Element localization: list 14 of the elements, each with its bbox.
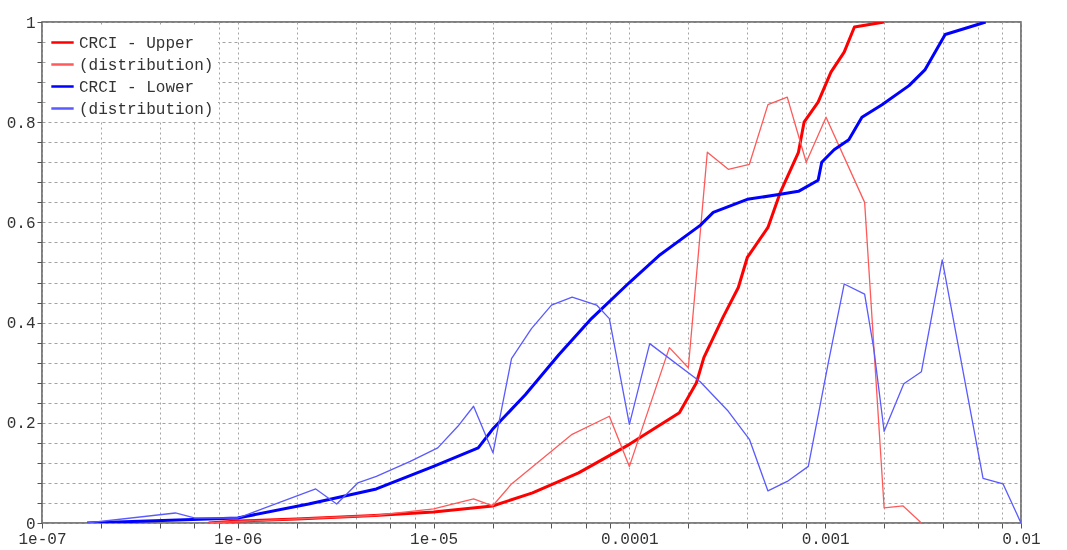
- legend-label: CRCI - Upper: [79, 34, 195, 53]
- x-tick-label: 0.0001: [601, 530, 659, 549]
- y-tick-label: 0.6: [6, 214, 36, 233]
- x-tick-label: 1e-06: [214, 530, 263, 549]
- x-tick-label: 0.001: [801, 530, 850, 549]
- legend-label: CRCI - Lower: [79, 78, 195, 97]
- y-tick-label: 1: [25, 14, 36, 33]
- legend-label: (distribution): [79, 56, 214, 75]
- y-tick-label: 0.2: [6, 415, 36, 434]
- x-tick-label: 1e-05: [410, 530, 459, 549]
- x-tick-label: 0.01: [1002, 530, 1041, 549]
- y-tick-label: 0.4: [6, 315, 36, 334]
- legend-label: (distribution): [79, 100, 214, 119]
- y-tick-label: 0.8: [6, 114, 36, 133]
